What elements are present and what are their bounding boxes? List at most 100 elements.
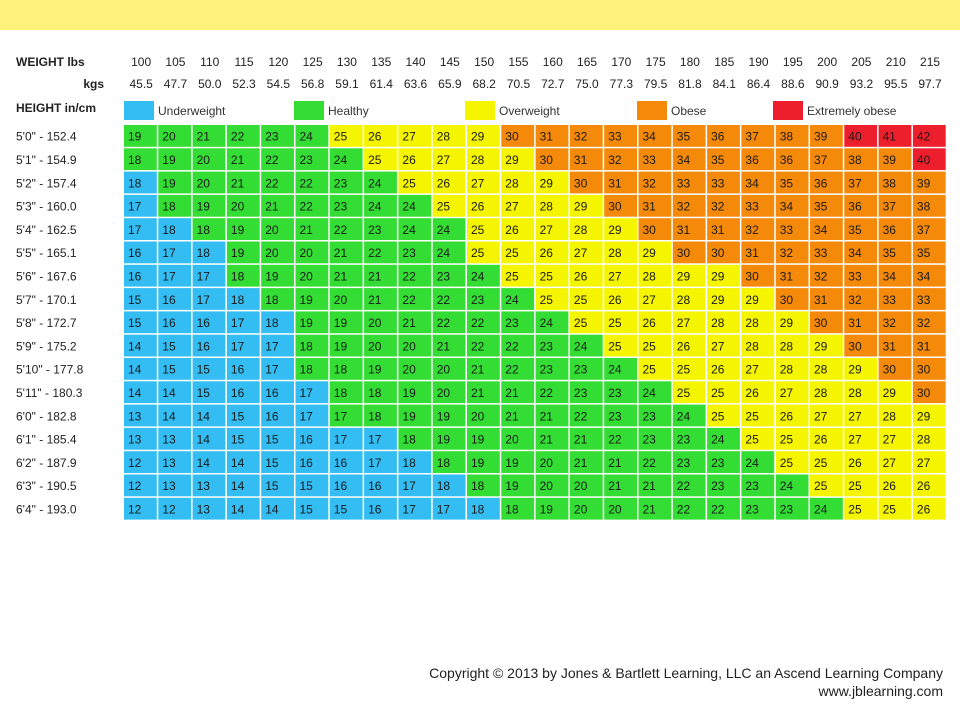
bmi-cell-value: 29 (643, 246, 657, 260)
bmi-cell (192, 427, 226, 450)
bmi-cell-value: 30 (848, 339, 862, 353)
bmi-cell (192, 218, 226, 240)
bmi-cell-value: 37 (883, 200, 897, 214)
bmi-cell-value: 21 (437, 339, 451, 353)
bmi-cell-value: 21 (505, 386, 519, 400)
bmi-cell (398, 264, 432, 287)
bmi-cell-value: 17 (162, 246, 176, 260)
bmi-cell-value: 22 (402, 293, 416, 307)
bmi-cell (398, 334, 432, 357)
bmi-cell (467, 171, 500, 194)
bmi-cell (329, 148, 363, 171)
bmi-cell-value: 20 (540, 456, 554, 470)
bmi-cell (638, 125, 672, 147)
bmi-cell (775, 194, 809, 217)
bmi-cell (192, 148, 226, 171)
bmi-cell (295, 171, 329, 194)
bmi-cell-value: 17 (197, 269, 211, 283)
bmi-cell (604, 194, 637, 217)
bmi-cell-value: 25 (574, 316, 588, 330)
bmi-cell-value: 17 (128, 223, 142, 237)
bmi-cell-value: 12 (128, 456, 142, 470)
bmi-cell-value: 14 (197, 456, 211, 470)
bmi-cell-value: 28 (677, 293, 691, 307)
bmi-cell (638, 358, 672, 380)
bmi-cell-value: 29 (883, 386, 897, 400)
bmi-cell (501, 381, 535, 404)
bmi-cell-value: 26 (471, 200, 485, 214)
bmi-cell (569, 194, 603, 217)
bmi-cell (741, 427, 775, 450)
bmi-cell (467, 194, 500, 217)
bmi-cell-value: 21 (471, 363, 485, 377)
bmi-cell (604, 451, 637, 473)
bmi-cell (192, 497, 226, 520)
bmi-cell (878, 264, 912, 287)
bmi-cell-value: 40 (848, 130, 862, 144)
bmi-cell-value: 13 (128, 409, 142, 423)
bmi-cell (878, 474, 912, 497)
weight-lbs-tick: 155 (508, 55, 528, 69)
bmi-cell (707, 497, 740, 520)
bmi-cell (775, 125, 809, 147)
bmi-cell (364, 474, 397, 497)
bmi-cell (604, 288, 637, 310)
bmi-cell (261, 381, 294, 404)
bmi-cell-value: 31 (883, 339, 897, 353)
bmi-cell (741, 148, 775, 171)
bmi-cell-value: 27 (574, 246, 588, 260)
bmi-cell (707, 218, 740, 240)
bmi-cell-value: 22 (300, 200, 314, 214)
bmi-cell-value: 23 (677, 456, 691, 470)
bmi-cell (261, 241, 294, 264)
bmi-cell (912, 218, 946, 240)
height-row-label: 6'4" - 193.0 (16, 502, 77, 516)
bmi-cell (329, 474, 363, 497)
bmi-cell (810, 334, 843, 357)
bmi-cell-value: 15 (334, 502, 348, 516)
bmi-cell (604, 148, 637, 171)
bmi-cell (467, 474, 500, 497)
bmi-cell (741, 358, 775, 380)
bmi-cell-value: 24 (402, 223, 416, 237)
bmi-cell (844, 148, 878, 171)
bmi-cell (878, 171, 912, 194)
bmi-cell (261, 311, 294, 334)
bmi-cell-value: 32 (848, 293, 862, 307)
bmi-cell-value: 22 (402, 269, 416, 283)
bmi-cell (226, 148, 260, 171)
bmi-cell-value: 32 (814, 269, 828, 283)
bmi-cell (192, 404, 226, 427)
bmi-cell-value: 16 (368, 502, 382, 516)
bmi-cell (569, 404, 603, 427)
bmi-cell-value: 15 (300, 479, 314, 493)
bmi-cell-value: 23 (574, 386, 588, 400)
bmi-cell (672, 218, 706, 240)
bmi-cell-value: 23 (643, 433, 657, 447)
bmi-cell-value: 15 (265, 456, 279, 470)
bmi-cell (432, 334, 466, 357)
bmi-cell (672, 404, 706, 427)
bmi-cell (158, 404, 192, 427)
weight-lbs-tick: 105 (165, 55, 185, 69)
bmi-cell (158, 451, 192, 473)
bmi-cell-value: 22 (368, 246, 382, 260)
bmi-cell (912, 125, 946, 147)
bmi-cell (329, 241, 363, 264)
bmi-cell-value: 35 (814, 200, 828, 214)
bmi-cell-value: 24 (300, 130, 314, 144)
bmi-cell (604, 381, 637, 404)
bmi-cell (364, 125, 397, 147)
bmi-cell (844, 125, 878, 147)
bmi-cell-value: 20 (197, 176, 211, 190)
bmi-cell-value: 25 (540, 293, 554, 307)
bmi-cell (364, 171, 397, 194)
bmi-cell (501, 311, 535, 334)
bmi-cell-value: 25 (402, 176, 416, 190)
bmi-cell-value: 20 (197, 153, 211, 167)
bmi-cell (569, 358, 603, 380)
bmi-cell-value: 17 (197, 293, 211, 307)
bmi-cell (878, 148, 912, 171)
bmi-cell (569, 148, 603, 171)
bmi-cell-value: 16 (162, 316, 176, 330)
